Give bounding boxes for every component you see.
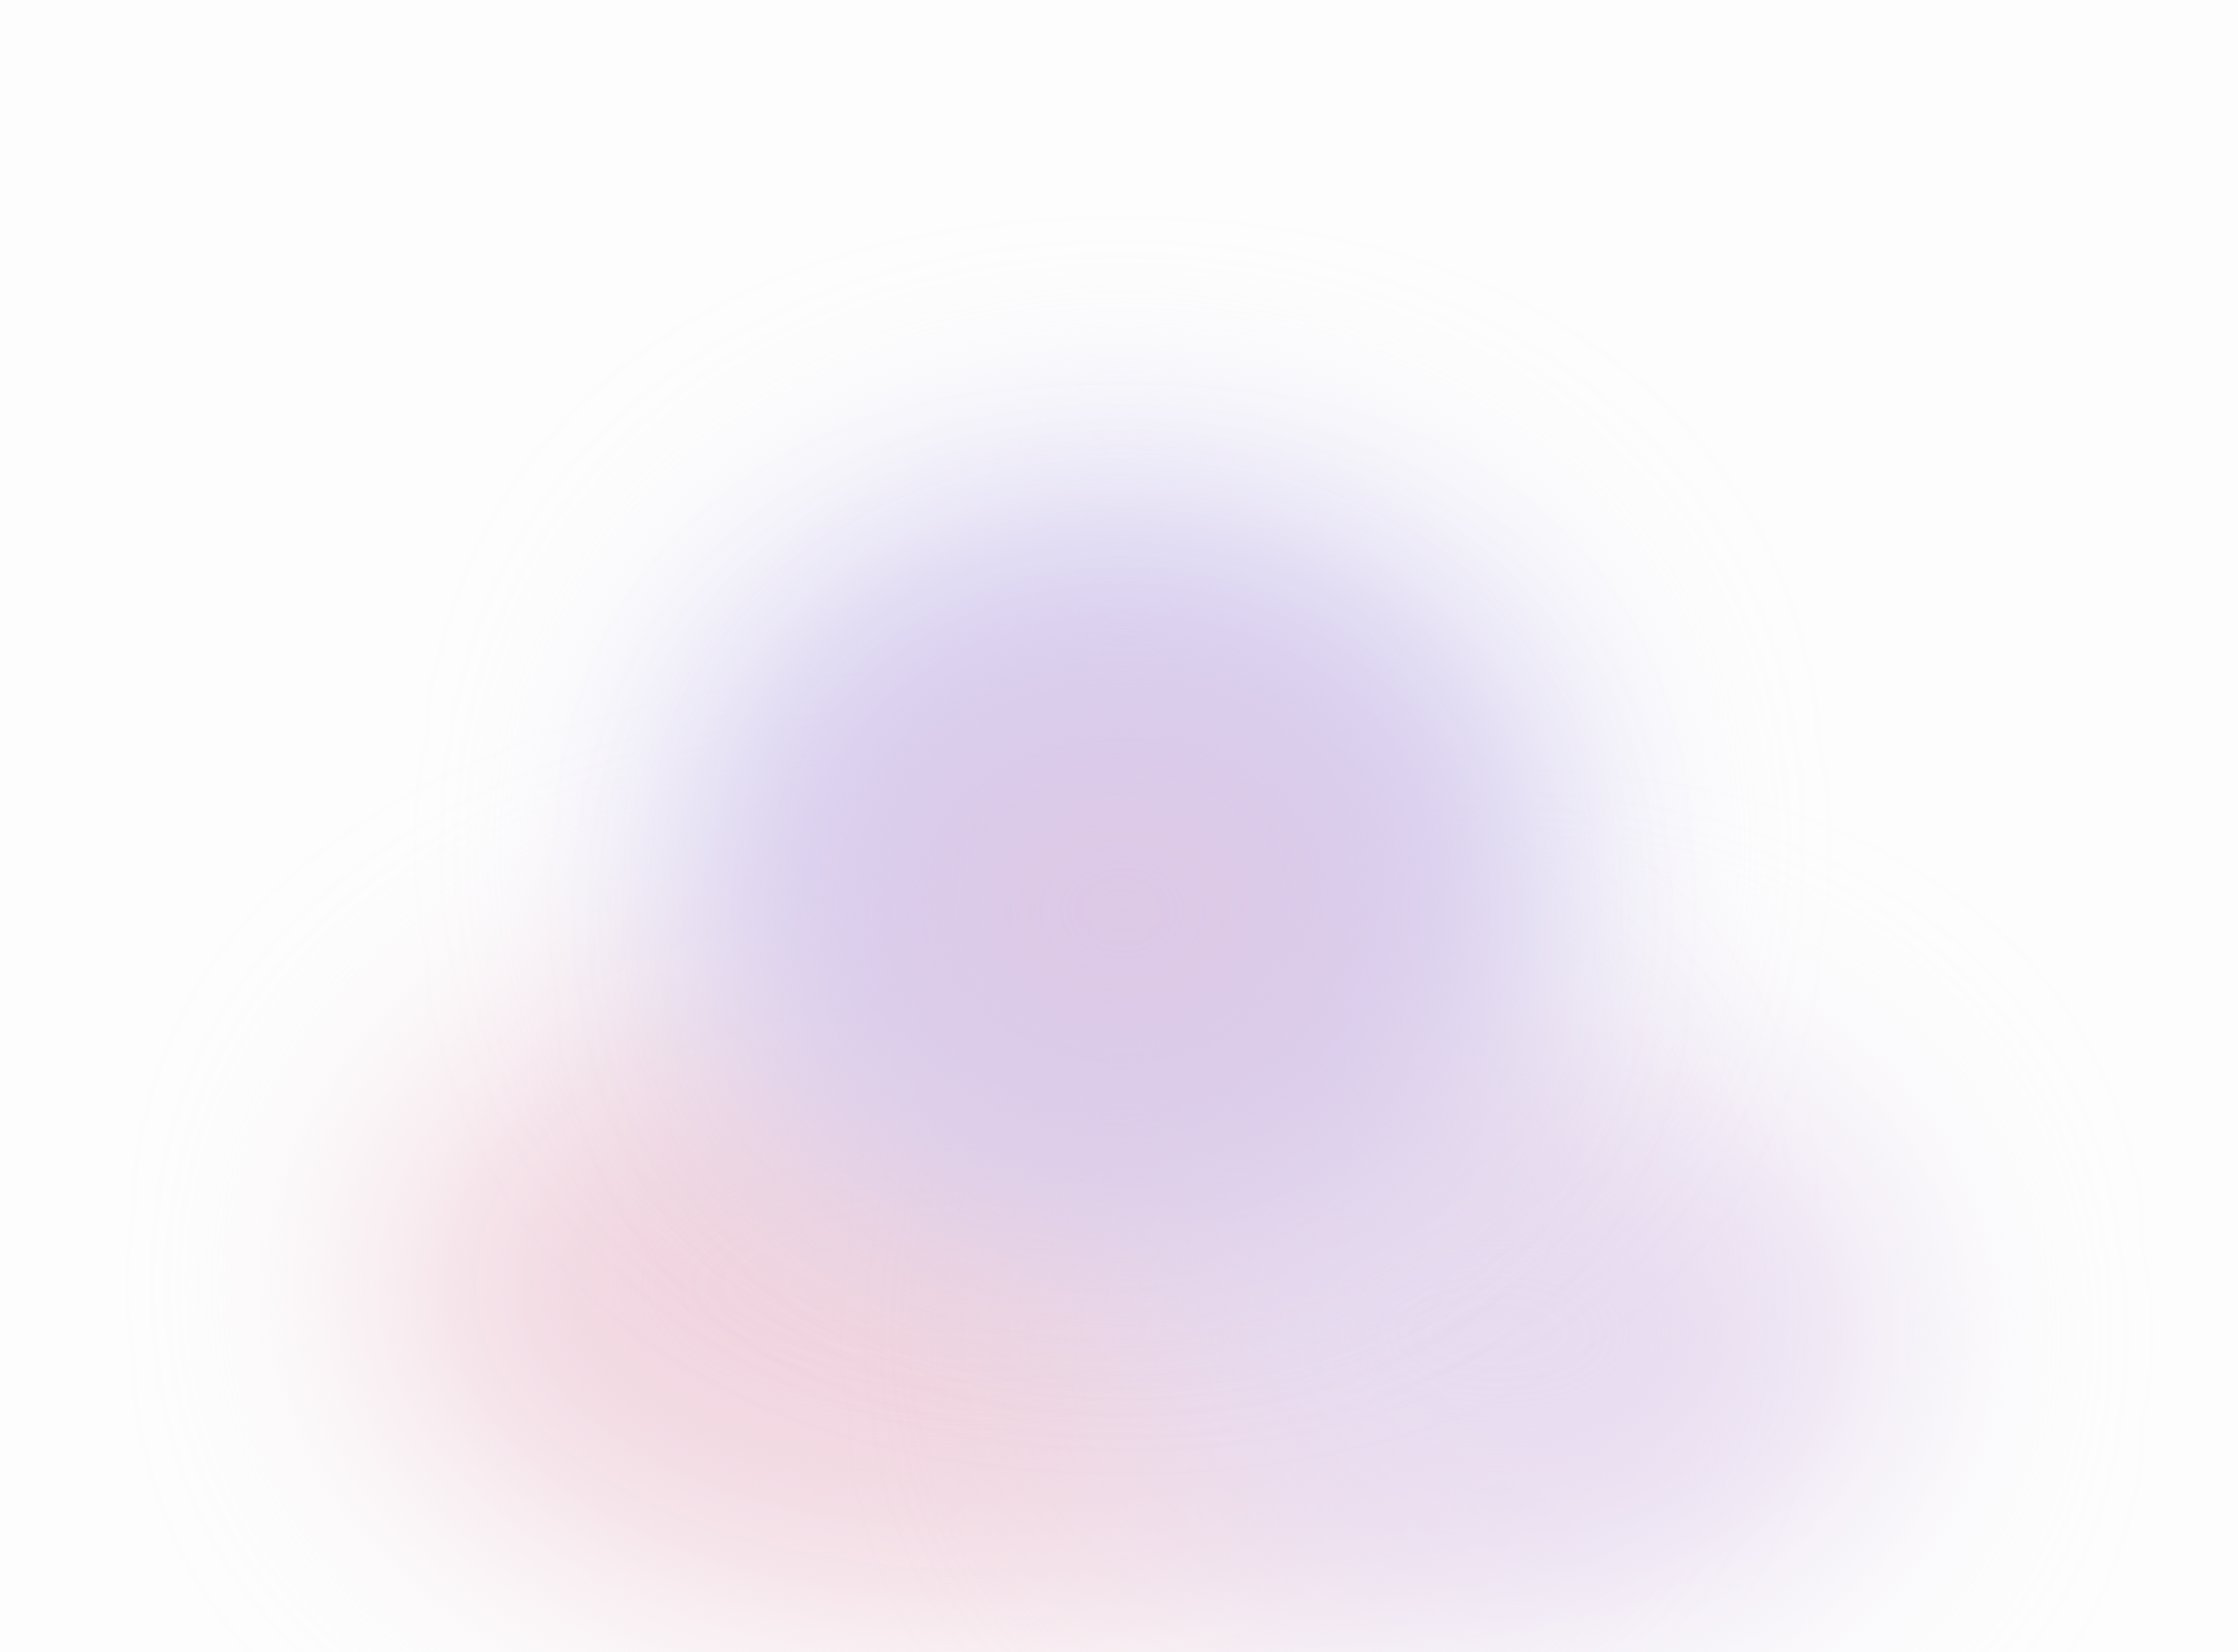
- purple-blur-blob: [813, 650, 1431, 1171]
